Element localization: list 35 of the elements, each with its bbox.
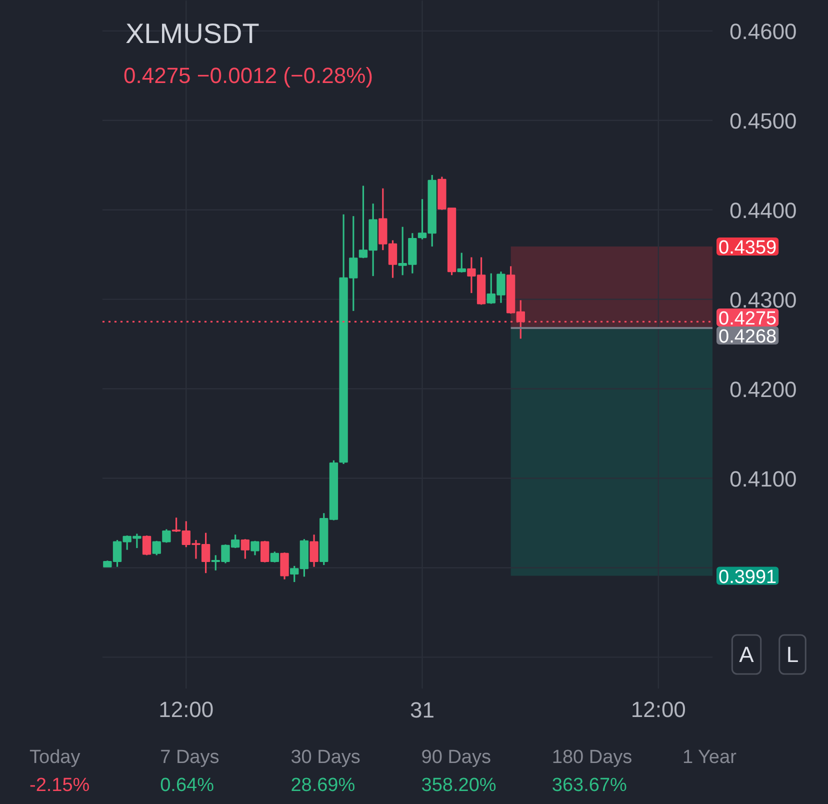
x-tick-label: 12:00 (158, 697, 214, 722)
candlestick (260, 540, 270, 564)
text: 90 Days (421, 747, 492, 768)
candlestick (310, 534, 318, 568)
ref-line-label: 0.4275 (718, 308, 777, 330)
text: XLMUSDT (126, 18, 260, 49)
y-tick-label: 0.4100 (730, 466, 797, 492)
candlestick (457, 252, 466, 274)
y-tick-label: 0.4200 (730, 376, 797, 402)
y-tick-label: 0.4400 (730, 198, 797, 223)
text: 0.64% (160, 775, 214, 796)
text: -2.15% (30, 775, 90, 796)
y-tick-label: 0.4500 (730, 108, 797, 134)
band-label: 0.4359 (718, 238, 777, 259)
text: 180 Days (552, 747, 632, 768)
x-tick-label: 12:00 (630, 697, 686, 722)
band-label: 0.3991 (718, 566, 777, 588)
text: 7 Days (160, 747, 220, 768)
candlestick (280, 552, 289, 580)
candlestick (270, 550, 280, 564)
text: Today (30, 747, 81, 768)
text: 30 Days (290, 747, 360, 768)
candlestick (142, 534, 152, 556)
ref-line-label: 0.4268 (718, 326, 777, 348)
text: L (786, 642, 799, 667)
text: 1 Year (682, 747, 738, 768)
candlestick (250, 540, 260, 556)
candlestick (240, 538, 250, 560)
text: 358.20% (421, 775, 496, 796)
text: 0.4275 −0.0012 (−0.28%) (124, 63, 374, 88)
text: A (739, 642, 754, 667)
x-tick-label: 31 (410, 698, 435, 722)
text: 28.69% (290, 775, 356, 796)
text: 363.67% (552, 775, 628, 796)
y-tick-label: 0.4600 (730, 18, 797, 44)
